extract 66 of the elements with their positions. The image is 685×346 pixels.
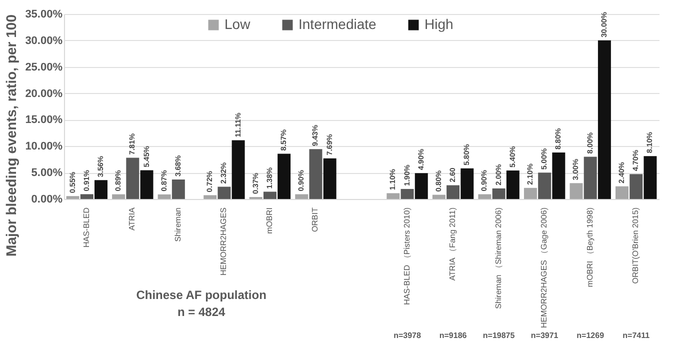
legend-label: Low [224,16,252,32]
bar [386,193,400,199]
bar [263,192,276,199]
legend-label: High [424,16,454,32]
x-tick-label: HAS-BLED [82,207,91,248]
bar [400,188,414,199]
bar [630,174,643,199]
bar [80,194,94,199]
bar [506,170,520,199]
bar [616,186,628,199]
y-axis-title: Major bleeding events, ratio, per 100 [3,14,20,256]
y-tick-label: 15.00% [25,114,63,126]
bar [278,154,291,199]
text: n=19875 [482,331,516,340]
y-tick-label: 20.00% [25,88,63,100]
x-tick-label: ATRIA （Fang 2011) [448,207,458,281]
y-tick-label: 25.00% [25,61,63,74]
text: n=3971 [530,331,559,340]
x-tick-label: HAS-BLED （Pisters 2010) [402,207,412,305]
text: n = 4824 [177,305,226,319]
bar [644,156,657,199]
x-tick-label: mOBRI [264,208,274,234]
bar [492,188,506,199]
x-tick-label: Shireman （Shireman 2006) [494,207,503,309]
y-tick-label: 35.00% [25,8,63,20]
bar [570,183,583,199]
y-tick-label: 5.00% [31,167,63,180]
x-tick-label: Shireman [173,208,182,242]
bar [524,188,537,199]
text: n=9186 [439,331,468,340]
text: n=3978 [394,331,422,340]
x-tick-label: HEMORR2HAGES [219,208,228,276]
bar [94,180,108,199]
x-tick-label: ATRIA [128,206,137,230]
bar [172,180,185,199]
legend-label: Intermediate [298,16,377,32]
text: n=1269 [576,331,605,340]
bar [126,158,140,199]
bar [598,40,611,199]
bar [552,152,566,199]
bar [323,158,336,199]
bar [538,172,552,199]
x-tick-label: mOBRI （Beyth 1998) [585,207,594,288]
text: n=7411 [622,331,650,340]
bar [295,194,308,199]
bar [232,140,245,199]
bar [66,196,80,199]
x-tick-label: HEMORR2HAGES （Gage 2006) [540,207,549,328]
bar [460,168,474,199]
bar [218,186,231,199]
bar [414,173,428,199]
bar [112,194,126,199]
bar [140,170,154,199]
bar [584,156,597,199]
y-tick-label: 10.00% [25,140,63,153]
x-tick-label: ORBIT(O'Brien 2015) [631,207,640,284]
bar [446,185,460,199]
y-tick-label: 30.00% [25,34,63,47]
bar [158,194,171,199]
x-tick-label: ORBIT [310,207,320,232]
text: Chinese AF population [136,288,266,302]
bar [309,149,322,199]
bar [204,195,217,199]
bar [478,194,492,199]
bar [432,194,446,199]
y-tick-label: 0.00% [31,194,63,206]
